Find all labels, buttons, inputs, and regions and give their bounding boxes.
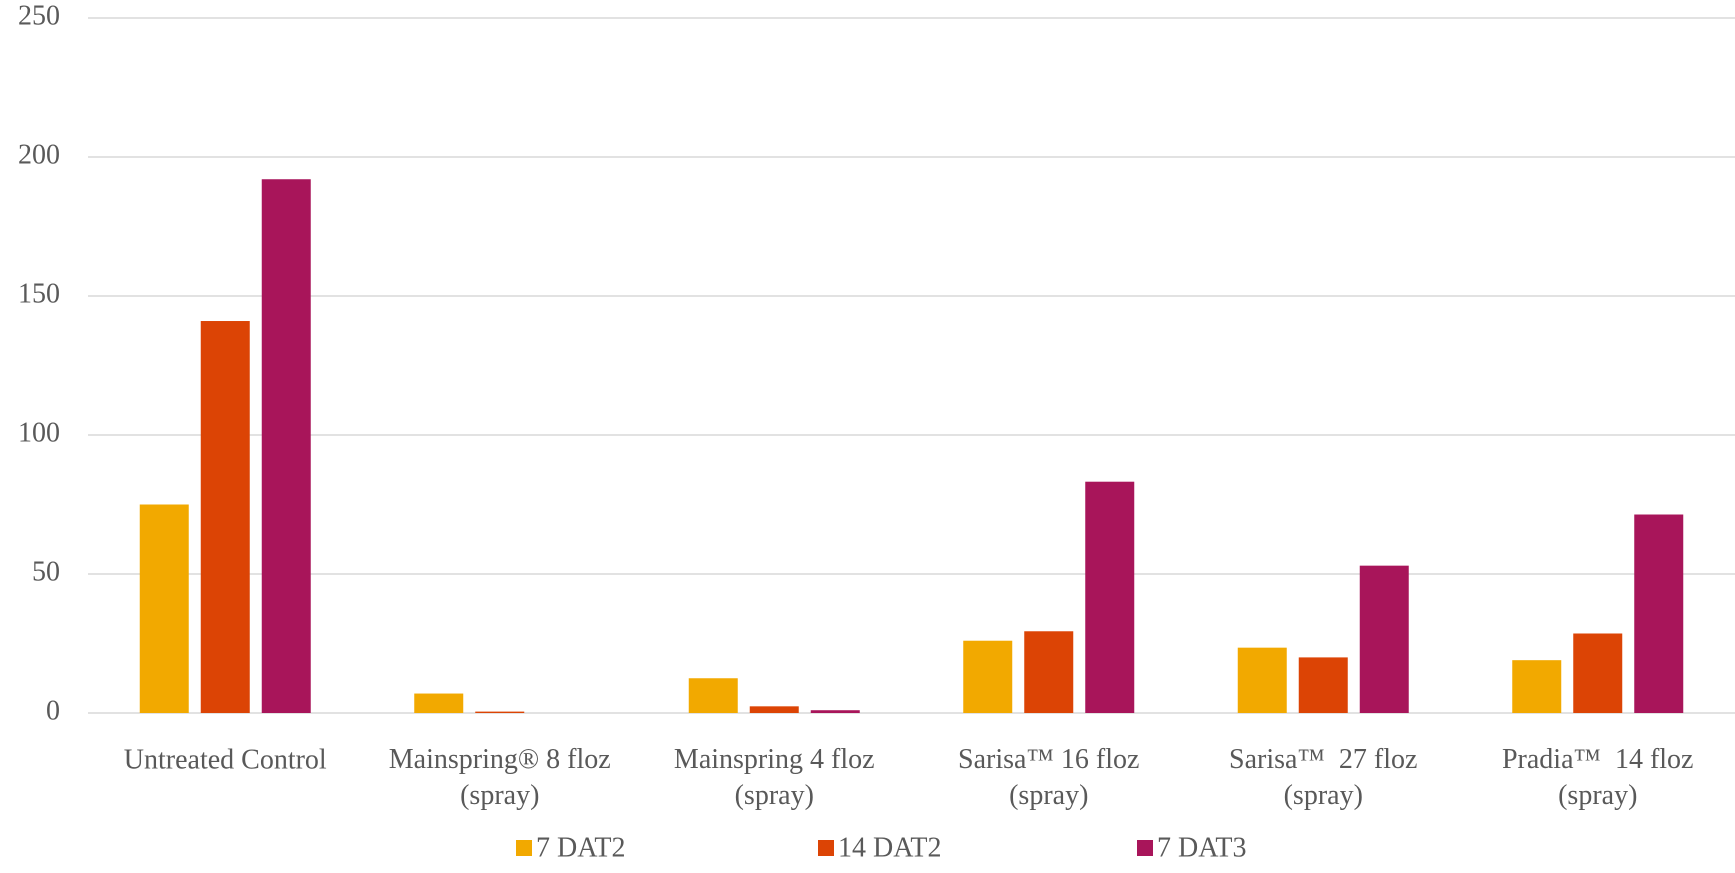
legend-swatch (818, 840, 834, 856)
bar (200, 321, 250, 713)
y-tick-label: 50 (32, 556, 60, 587)
bar (1359, 565, 1409, 713)
legend-label: 14 DAT2 (838, 832, 941, 863)
bar (1573, 633, 1623, 713)
y-tick-label: 200 (18, 139, 60, 170)
bar (1237, 647, 1287, 713)
y-tick-label: 150 (18, 278, 60, 309)
bar (810, 710, 860, 713)
bar (1512, 660, 1562, 713)
bar (139, 504, 189, 713)
bar (261, 179, 311, 714)
bar (749, 706, 799, 713)
bar (414, 693, 464, 713)
legend-swatch (1137, 840, 1153, 856)
x-tick-label: Mainspring 4 floz (spray) (674, 744, 875, 811)
y-tick-label: 250 (18, 0, 60, 31)
bar (1634, 514, 1684, 713)
bar (963, 640, 1013, 713)
x-tick-label: Pradia™ 14 floz (spray) (1502, 744, 1694, 811)
bar (688, 678, 738, 713)
legend-label: 7 DAT2 (536, 832, 625, 863)
bar (475, 711, 525, 713)
x-tick-label: Mainspring® 8 floz (spray) (389, 744, 611, 811)
x-tick-label: Sarisa™ 27 floz (spray) (1229, 744, 1417, 811)
bar (1024, 631, 1074, 713)
bar (1298, 657, 1348, 713)
legend-label: 7 DAT3 (1157, 832, 1246, 863)
y-tick-label: 100 (18, 417, 60, 448)
bar (1085, 481, 1135, 713)
y-tick-label: 0 (46, 695, 60, 726)
x-tick-label: Untreated Control (124, 744, 327, 775)
legend-swatch (516, 840, 532, 856)
x-tick-label: Sarisa™ 16 floz (spray) (958, 744, 1139, 811)
